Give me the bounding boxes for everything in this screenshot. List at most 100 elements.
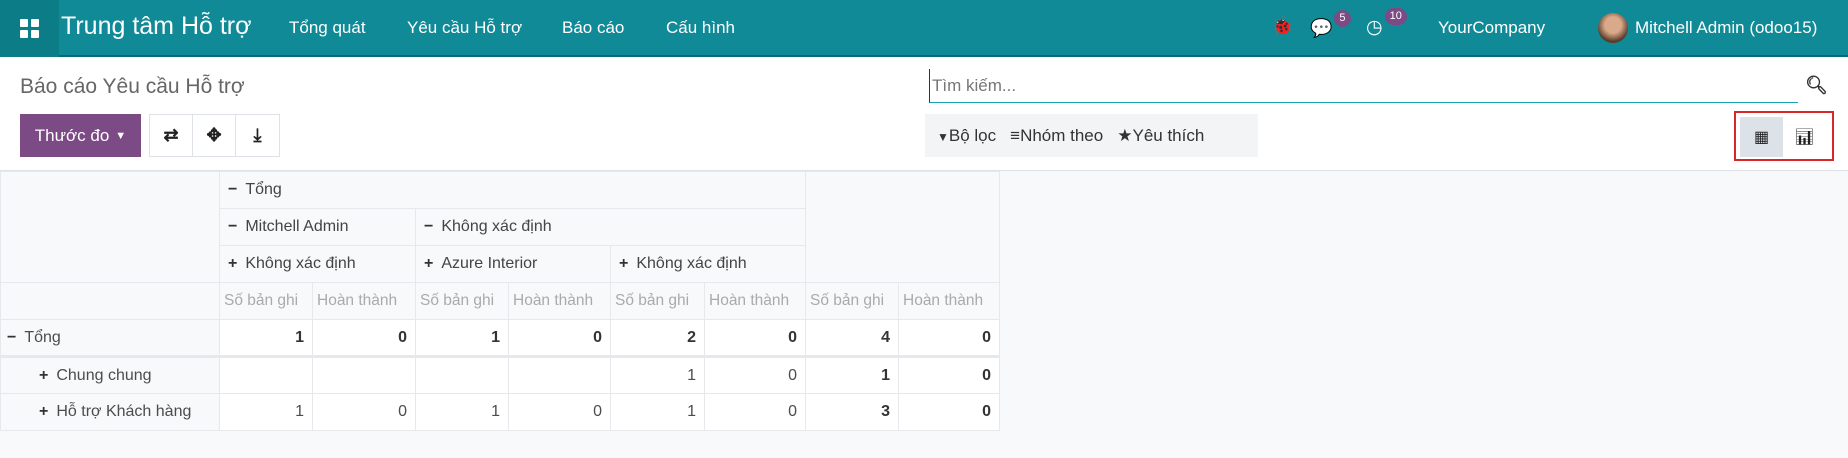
col-header-label: Tổng (245, 181, 282, 198)
menu-configuration[interactable]: Cấu hình (666, 18, 735, 37)
pivot-cell[interactable]: 1 (415, 319, 509, 357)
plus-icon: + (39, 366, 49, 384)
pivot-cell[interactable]: 0 (508, 393, 611, 431)
measure-header[interactable]: Hoàn thành (898, 282, 1000, 320)
row-header-label: Tổng (24, 328, 61, 346)
plus-icon: + (228, 255, 238, 272)
measures-label: Thước đo (34, 125, 110, 145)
col-header-subgroup[interactable]: + Azure Interior (415, 245, 611, 283)
filters-button[interactable]: ▼Bộ lọc (937, 126, 996, 146)
measures-button[interactable]: Thước đo ▼ (20, 114, 141, 157)
pivot-cell[interactable]: 4 (805, 319, 899, 357)
minus-icon: − (7, 328, 17, 346)
pivot-cell[interactable]: 0 (704, 393, 806, 431)
pivot-view-button[interactable]: ▦ (1740, 117, 1783, 157)
col-header-label: Azure Interior (441, 255, 538, 272)
pivot-cell[interactable] (508, 356, 611, 394)
debug-bug-icon[interactable]: 🐞 (1271, 16, 1294, 36)
col-header-label: Không xác định (441, 218, 552, 235)
measure-header[interactable]: Số bản ghi (219, 282, 313, 320)
pivot-cell[interactable]: 1 (805, 356, 899, 394)
activities-badge: 10 (1384, 8, 1407, 25)
row-header[interactable]: − Tổng (0, 319, 220, 357)
pivot-cell[interactable]: 0 (508, 319, 611, 357)
pivot-cell[interactable]: 0 (898, 319, 1000, 357)
row-header[interactable]: + Hỗ trợ Khách hàng (0, 393, 220, 431)
app-title[interactable]: Trung tâm Hỗ trợ (61, 12, 252, 40)
col-header-total[interactable]: − Tổng (219, 171, 806, 209)
menu-reporting[interactable]: Báo cáo (562, 18, 625, 37)
star-icon: ★ (1117, 125, 1133, 145)
exchange-icon: ⇄ (163, 125, 179, 145)
measure-header[interactable]: Hoàn thành (508, 282, 611, 320)
pivot-cell[interactable] (415, 356, 509, 394)
expand-all-button[interactable]: ✥ (193, 115, 236, 156)
download-icon: ⤓ (253, 125, 262, 145)
pivot-cell[interactable] (219, 356, 313, 394)
pivot-cell[interactable]: 1 (219, 393, 313, 431)
activities-button[interactable]: ◷ 10 (1366, 8, 1407, 39)
search-icon[interactable]: 🔍︎ (1805, 75, 1828, 95)
company-switcher[interactable]: YourCompany (1438, 18, 1546, 37)
measure-header[interactable]: Số bản ghi (610, 282, 705, 320)
filter-icon: ▼ (937, 129, 949, 144)
pivot-cell[interactable]: 0 (312, 393, 416, 431)
search-options: ▼Bộ lọc ≡Nhóm theo ★Yêu thích (925, 114, 1258, 157)
pivot-cell[interactable]: 0 (312, 319, 416, 357)
measure-header[interactable]: Số bản ghi (415, 282, 509, 320)
menu-tickets[interactable]: Yêu cầu Hỗ trợ (407, 18, 523, 37)
graph-view-button[interactable]: 📊︎ (1783, 117, 1826, 157)
caret-down-icon: ▼ (115, 129, 127, 142)
messages-button[interactable]: 💬 5 (1310, 10, 1351, 39)
pivot-cell[interactable]: 0 (898, 393, 1000, 431)
top-navbar: Trung tâm Hỗ trợ Tổng quát Yêu cầu Hỗ tr… (0, 0, 1848, 57)
row-header[interactable]: + Chung chung (0, 356, 220, 394)
plus-icon: + (424, 255, 434, 272)
col-header-empty (805, 171, 1000, 283)
grid-icon (20, 19, 39, 38)
pivot-cell[interactable]: 1 (219, 319, 313, 357)
download-button[interactable]: ⤓ (236, 115, 279, 156)
minus-icon: − (424, 218, 434, 235)
minus-icon: − (228, 218, 238, 235)
search-input[interactable]: Tìm kiếm... (929, 69, 1798, 103)
table-row: − Tổng 1 0 1 0 2 0 4 0 (0, 319, 1000, 357)
menu-overview[interactable]: Tổng quát (289, 18, 366, 37)
view-switcher: ▦ 📊︎ (1734, 111, 1834, 161)
pivot-table: − Tổng − Mitchell Admin − Không xác định + K… (0, 171, 1000, 431)
clock-icon: ◷ (1366, 17, 1383, 38)
plus-icon: + (619, 255, 629, 272)
measure-header[interactable]: Hoàn thành (312, 282, 416, 320)
avatar[interactable] (1598, 13, 1628, 43)
apps-menu-button[interactable] (0, 0, 59, 57)
pivot-cell[interactable]: 0 (704, 319, 806, 357)
flip-axis-button[interactable]: ⇄ (150, 115, 193, 156)
bar-chart-icon: 📊︎ (1794, 129, 1815, 146)
col-header-label: Mitchell Admin (245, 218, 349, 235)
favorites-button[interactable]: ★Yêu thích (1117, 126, 1204, 146)
group-by-button[interactable]: ≡Nhóm theo (1010, 126, 1103, 146)
pivot-cell[interactable]: 1 (415, 393, 509, 431)
col-header-group[interactable]: − Không xác định (415, 208, 806, 246)
table-row: + Hỗ trợ Khách hàng 1 0 1 0 1 0 3 0 (0, 393, 1000, 431)
pivot-cell[interactable]: 0 (898, 356, 1000, 394)
minus-icon: − (228, 181, 238, 198)
col-header-subgroup[interactable]: + Không xác định (219, 245, 416, 283)
pivot-actions: ⇄ ✥ ⤓ (149, 114, 280, 157)
measure-header[interactable]: Số bản ghi (805, 282, 899, 320)
pivot-cell[interactable]: 1 (610, 393, 705, 431)
pivot-cell[interactable]: 3 (805, 393, 899, 431)
chat-icon: 💬 (1310, 18, 1333, 38)
pivot-cell[interactable]: 2 (610, 319, 705, 357)
user-menu[interactable]: Mitchell Admin (odoo15) (1635, 18, 1818, 37)
pivot-cell[interactable]: 0 (704, 356, 806, 394)
measure-header[interactable]: Hoàn thành (704, 282, 806, 320)
pivot-cell[interactable]: 1 (610, 356, 705, 394)
control-panel: Báo cáo Yêu cầu Hỗ trợ Thước đo ▼ ⇄ ✥ ⤓ T… (0, 57, 1848, 171)
pivot-cell[interactable] (312, 356, 416, 394)
col-header-subgroup[interactable]: + Không xác định (610, 245, 806, 283)
measure-corner (0, 282, 220, 320)
group-by-label: Nhóm theo (1020, 125, 1104, 145)
col-header-group[interactable]: − Mitchell Admin (219, 208, 416, 246)
table-row: + Chung chung 1 0 1 0 (0, 356, 1000, 394)
